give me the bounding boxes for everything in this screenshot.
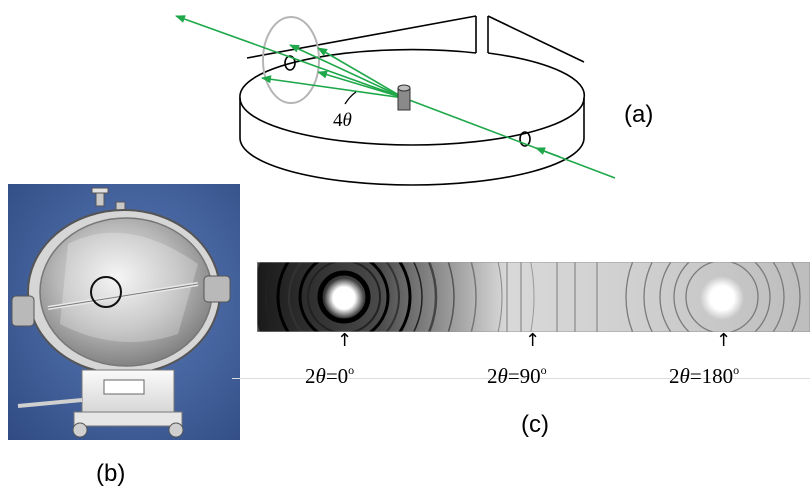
film-back-top-right xyxy=(487,15,585,63)
cylinder-top-back-left xyxy=(239,48,477,99)
highlight-circle xyxy=(262,16,320,104)
xray-beams xyxy=(175,15,616,179)
camera-geometry-diagram xyxy=(175,15,616,186)
angle-label-number: 4 xyxy=(333,110,343,131)
cylinder-top-back-right xyxy=(487,52,586,99)
entrance-hole xyxy=(519,131,531,147)
marker-arrow-0: ↑ xyxy=(337,330,353,351)
marker-label-180: 2θ=180o xyxy=(669,363,740,388)
camera-photo xyxy=(8,184,240,440)
mid-film-lines xyxy=(506,262,598,332)
panel-c-label: (c) xyxy=(521,411,549,438)
back-reflection-rings xyxy=(625,262,801,332)
angle-label-symbol: θ xyxy=(342,110,352,131)
camera-photo-drawing xyxy=(8,184,240,440)
baseline-rule xyxy=(232,378,810,379)
panel-b-label: (b) xyxy=(96,460,126,487)
low-angle-rings xyxy=(257,262,535,332)
transmitted-beam xyxy=(175,15,405,99)
cylinder-top-front xyxy=(239,137,585,186)
angle-arc xyxy=(344,91,357,105)
diffracted-beam-3 xyxy=(317,47,405,99)
incident-beam xyxy=(403,97,616,179)
diffraction-film xyxy=(257,262,810,332)
back-reflection-hole xyxy=(700,276,744,320)
incident-arrowhead xyxy=(535,147,561,158)
diffracted-beam-4 xyxy=(317,70,405,99)
diffracted-beam-1 xyxy=(261,75,405,99)
cylinder-bottom-front xyxy=(239,97,585,146)
marker-arrow-90: ↑ xyxy=(525,330,541,351)
film-cylinder xyxy=(239,15,586,186)
film-back-top-left xyxy=(246,15,477,59)
panel-a-label: (a) xyxy=(624,101,654,128)
diffracted-beam-2 xyxy=(289,44,405,99)
low-angle-hole xyxy=(324,278,364,318)
marker-label-0: 2θ=0o xyxy=(305,363,355,388)
angle-label: 4θ xyxy=(333,110,352,132)
exit-hole xyxy=(284,55,296,71)
sample-rod xyxy=(397,84,411,111)
marker-label-90: 2θ=90o xyxy=(487,363,547,388)
marker-arrow-180: ↑ xyxy=(716,330,732,351)
